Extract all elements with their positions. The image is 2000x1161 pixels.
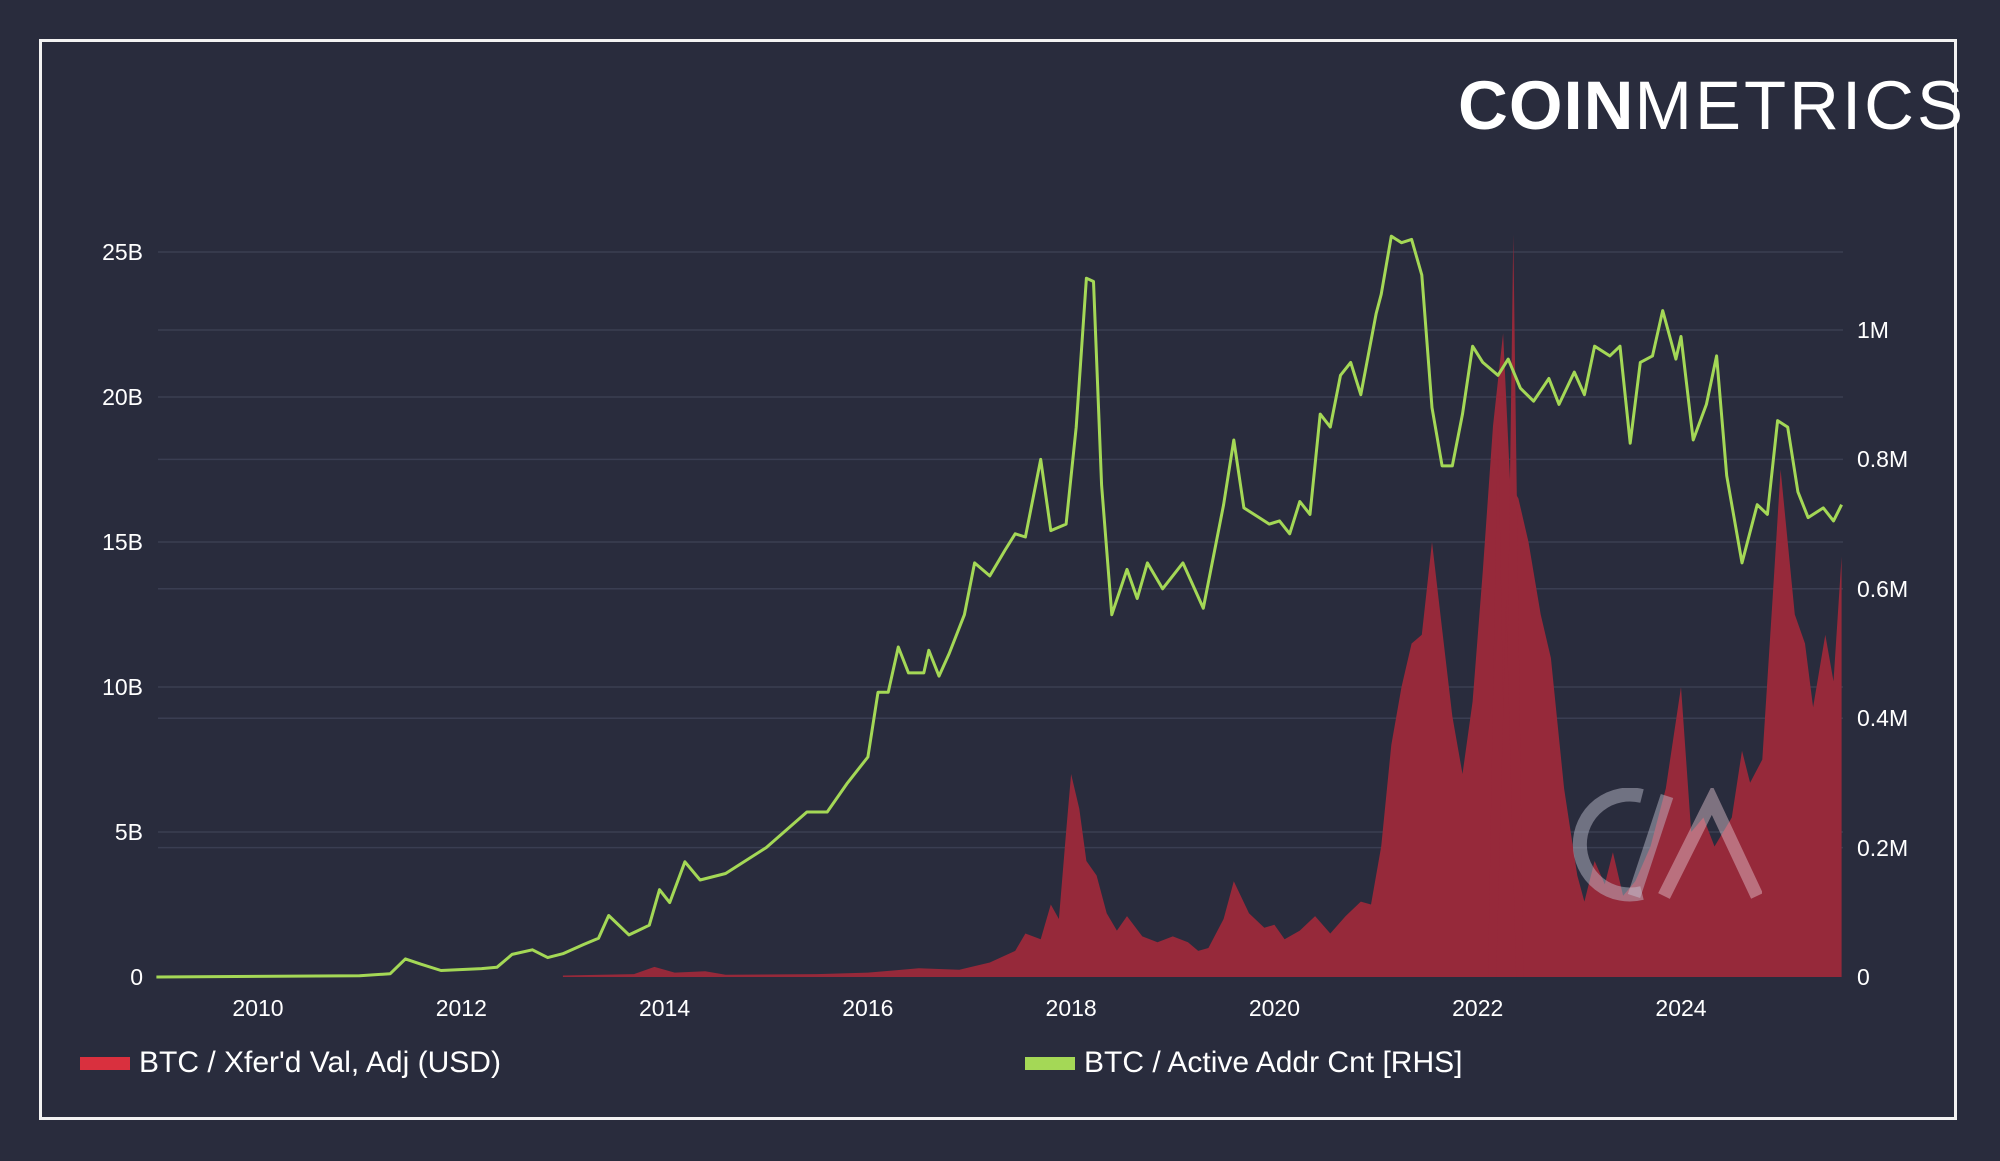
xferd-value-area-series xyxy=(562,333,1842,977)
legend-swatch-red xyxy=(80,1056,130,1070)
x-axis-tick: 2024 xyxy=(1655,995,1707,1021)
legend-item-xferd-value[interactable]: BTC / Xfer'd Val, Adj (USD) xyxy=(80,1045,501,1081)
left-axis-tick: 5B xyxy=(114,819,143,845)
right-axis-tick: 0.2M xyxy=(1857,834,1909,861)
logo-light-text: METRICS xyxy=(1634,67,1966,144)
coinmetrics-logo: COINMETRICS xyxy=(1458,66,1966,146)
left-axis-tick: 25B xyxy=(102,239,143,265)
legend-label: BTC / Active Addr Cnt [RHS] xyxy=(1084,1046,1463,1079)
logo-bold-text: COIN xyxy=(1458,67,1635,144)
x-axis-tick: 2022 xyxy=(1452,995,1504,1021)
right-axis-tick: 0.6M xyxy=(1857,575,1909,602)
legend-swatch-green xyxy=(1025,1056,1075,1070)
left-axis-tick: 15B xyxy=(102,529,143,555)
left-axis-tick: 10B xyxy=(102,674,143,700)
x-axis-tick: 2014 xyxy=(638,995,691,1021)
left-axis-tick: 20B xyxy=(102,384,143,410)
active-addr-line-series xyxy=(156,234,1843,979)
right-axis-tick: 1M xyxy=(1857,317,1889,343)
x-axis-tick: 2010 xyxy=(232,995,284,1021)
gridlines xyxy=(158,251,1843,849)
x-axis-tick: 2012 xyxy=(435,995,487,1021)
legend-label: BTC / Xfer'd Val, Adj (USD) xyxy=(139,1046,501,1079)
right-axis-tick: 0.4M xyxy=(1857,705,1909,732)
x-axis-tick: 2020 xyxy=(1248,995,1301,1021)
x-axis-tick: 2016 xyxy=(842,995,894,1021)
right-axis-tick: 0 xyxy=(1857,964,1870,990)
xferd-value-spikes xyxy=(1488,234,1524,978)
legend-item-active-addr[interactable]: BTC / Active Addr Cnt [RHS] xyxy=(1025,1045,1462,1081)
left-axis-tick: 0 xyxy=(130,964,143,990)
x-axis-tick: 2018 xyxy=(1045,995,1097,1021)
chart-frame xyxy=(39,39,1957,1120)
cm-watermark-icon xyxy=(1572,788,1762,902)
right-axis-tick: 0.8M xyxy=(1857,446,1909,473)
